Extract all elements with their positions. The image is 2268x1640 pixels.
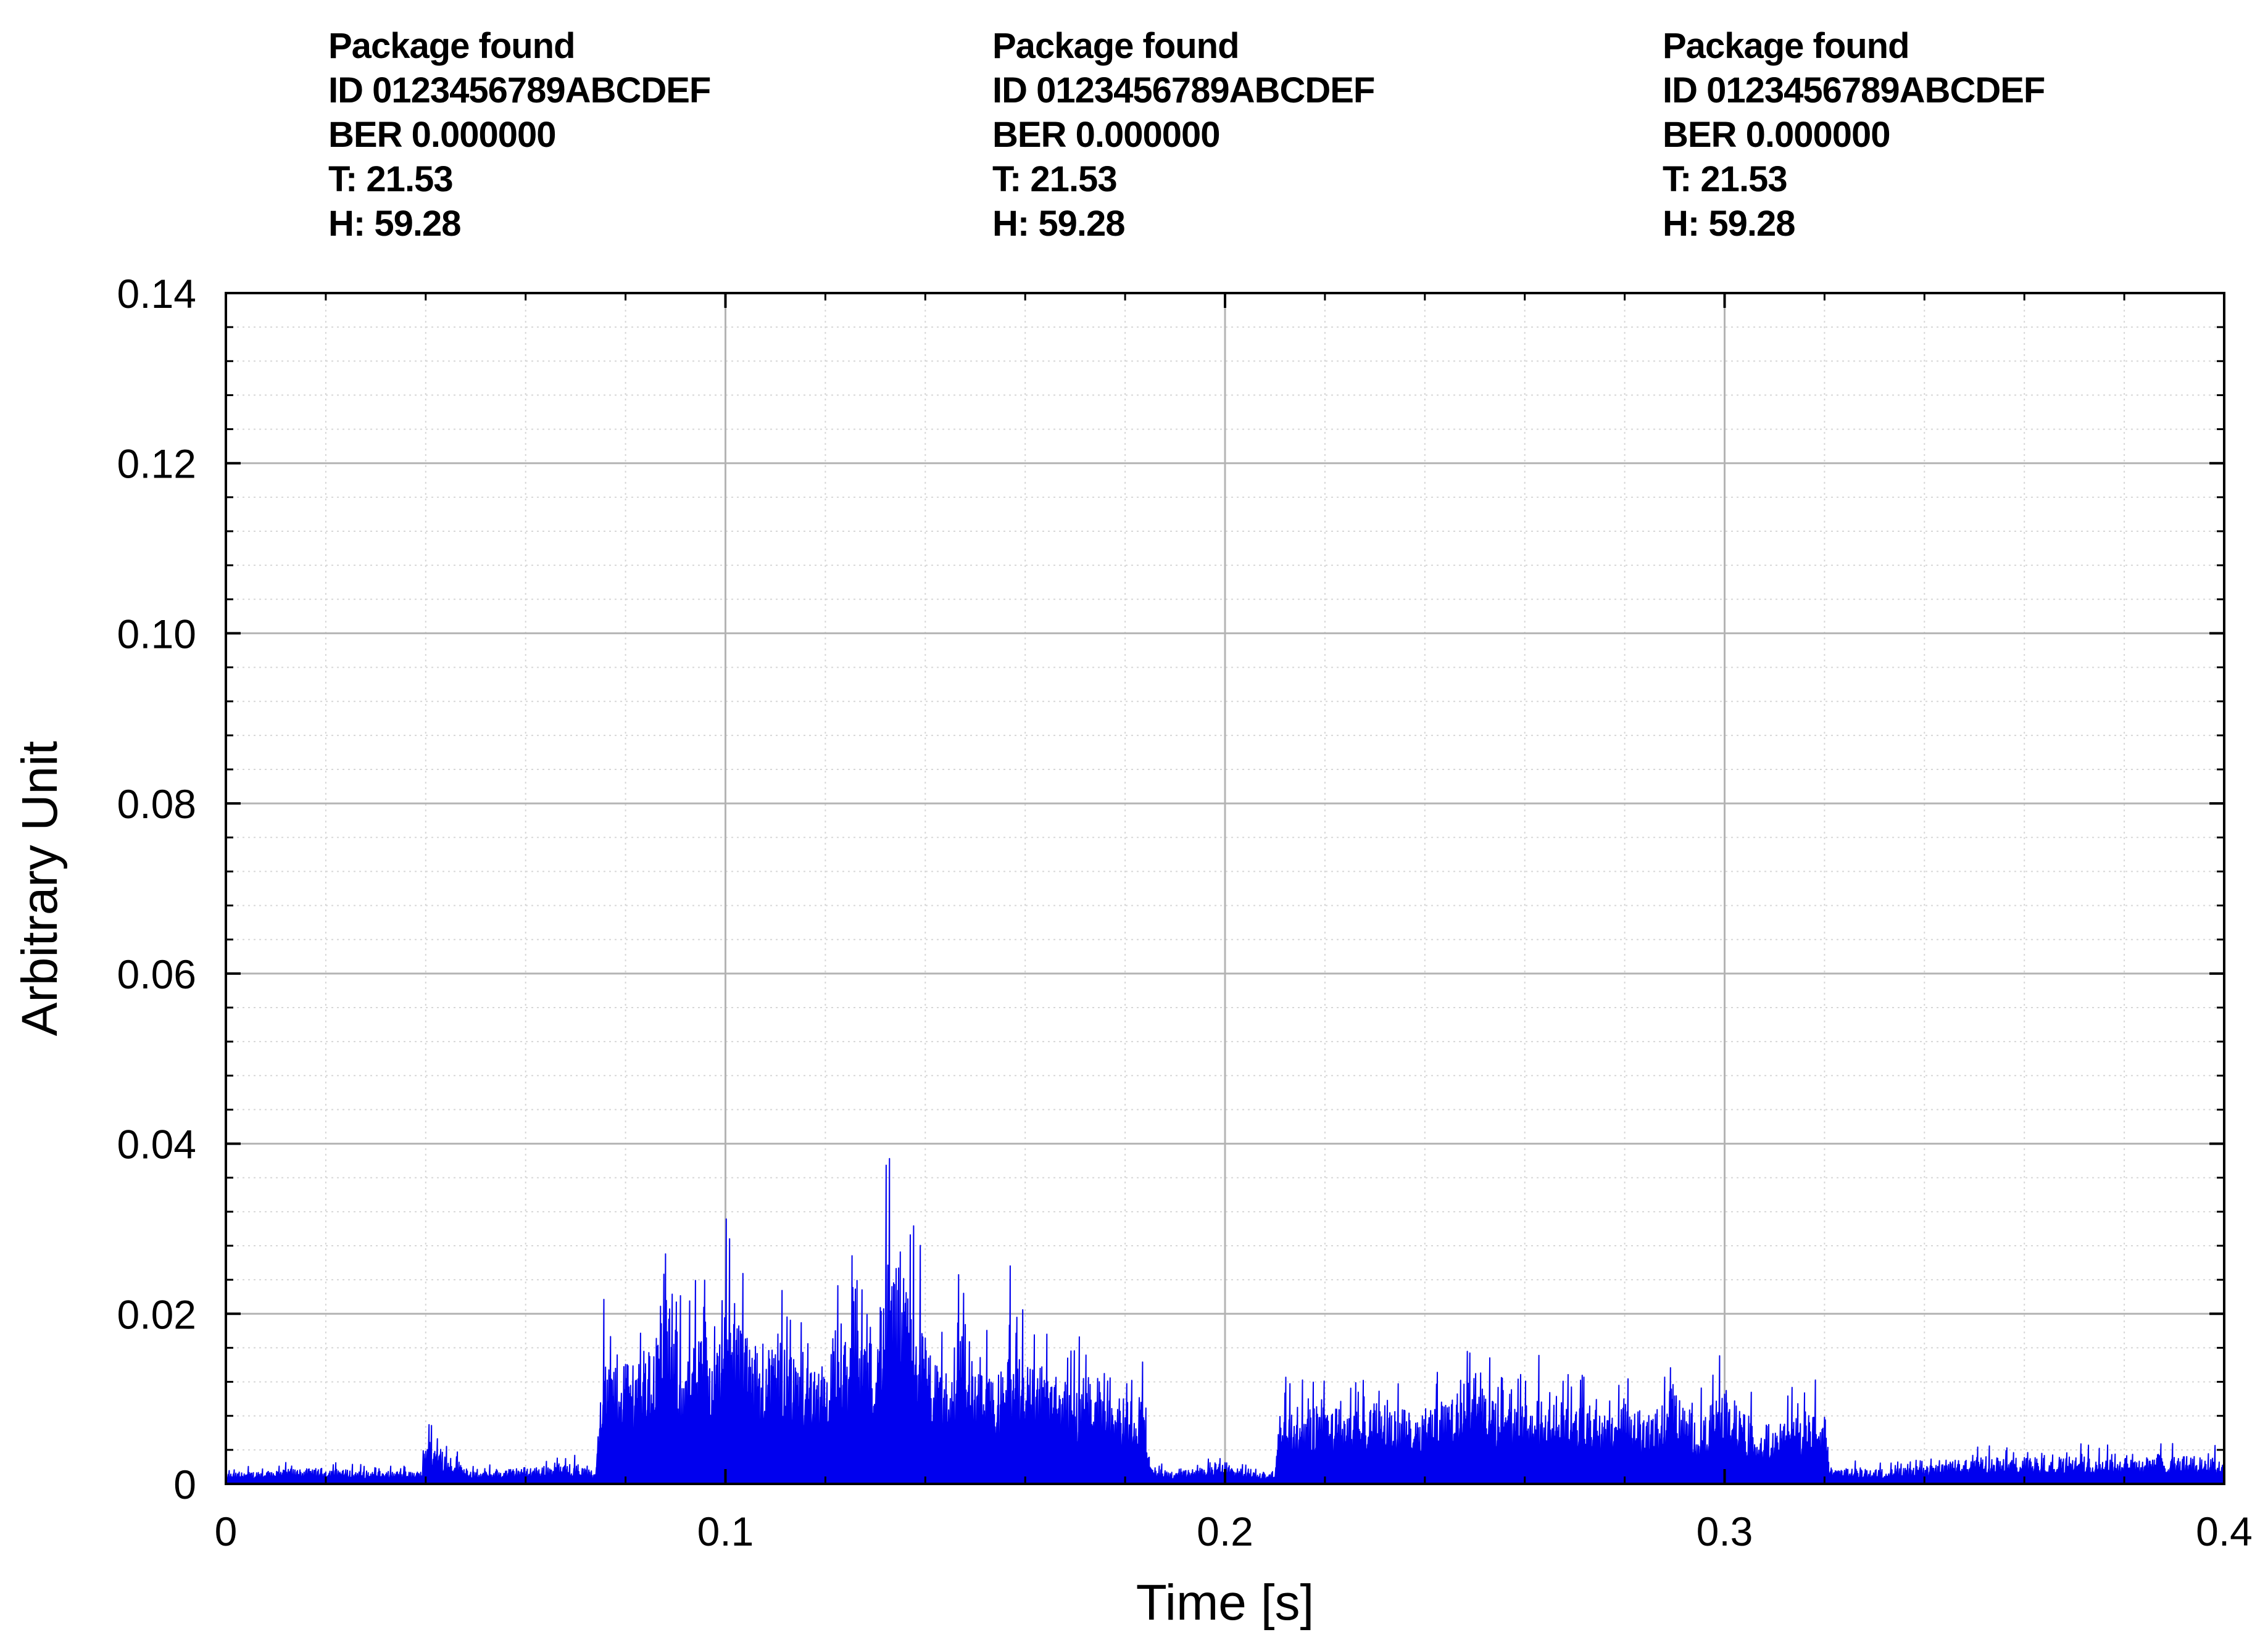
x-tick-label: 0.1 (697, 1509, 754, 1554)
x-tick-labels: 0 0.1 0.2 0.3 0.4 (215, 1509, 2253, 1554)
annotation-line: T: 21.53 (328, 159, 453, 199)
x-tick-label: 0.4 (2196, 1509, 2253, 1554)
y-tick-label: 0 (173, 1462, 196, 1507)
annotation-line: H: 59.28 (1663, 204, 1795, 244)
annotation-line: T: 21.53 (992, 159, 1117, 199)
y-tick-label: 0.14 (117, 271, 196, 317)
annotation-line: H: 59.28 (992, 204, 1124, 244)
x-tick-label: 0.3 (1697, 1509, 1753, 1554)
annotation-line: Package found (328, 26, 575, 66)
y-tick-label: 0.12 (117, 441, 196, 487)
y-axis-title: Arbitrary Unit (12, 741, 68, 1037)
y-tick-label: 0.08 (117, 781, 196, 827)
y-tick-label: 0.04 (117, 1122, 196, 1167)
y-tick-label: 0.10 (117, 611, 196, 656)
annotation-line: ID 0123456789ABCDEF (328, 70, 710, 110)
annotation-line: BER 0.000000 (1663, 115, 1890, 155)
annotation-line: ID 0123456789ABCDEF (1663, 70, 2045, 110)
annotation-line: Package found (992, 26, 1239, 66)
y-tick-label: 0.06 (117, 951, 196, 997)
annotation-line: H: 59.28 (328, 204, 460, 244)
axis-ticks (225, 292, 2225, 1485)
annotation-line: BER 0.000000 (328, 115, 555, 155)
plot-area (225, 292, 2225, 1485)
x-axis-title: Time [s] (1136, 1575, 1315, 1631)
annotation-line: T: 21.53 (1663, 159, 1787, 199)
annotation-line: Package found (1663, 26, 1909, 66)
x-tick-label: 0 (215, 1509, 238, 1554)
annotation-line: BER 0.000000 (992, 115, 1219, 155)
x-tick-label: 0.2 (1197, 1509, 1253, 1554)
y-tick-labels: 0 0.02 0.04 0.06 0.08 0.10 0.12 0.14 (117, 271, 196, 1507)
y-tick-label: 0.02 (117, 1291, 196, 1337)
annotation-line: ID 0123456789ABCDEF (992, 70, 1374, 110)
